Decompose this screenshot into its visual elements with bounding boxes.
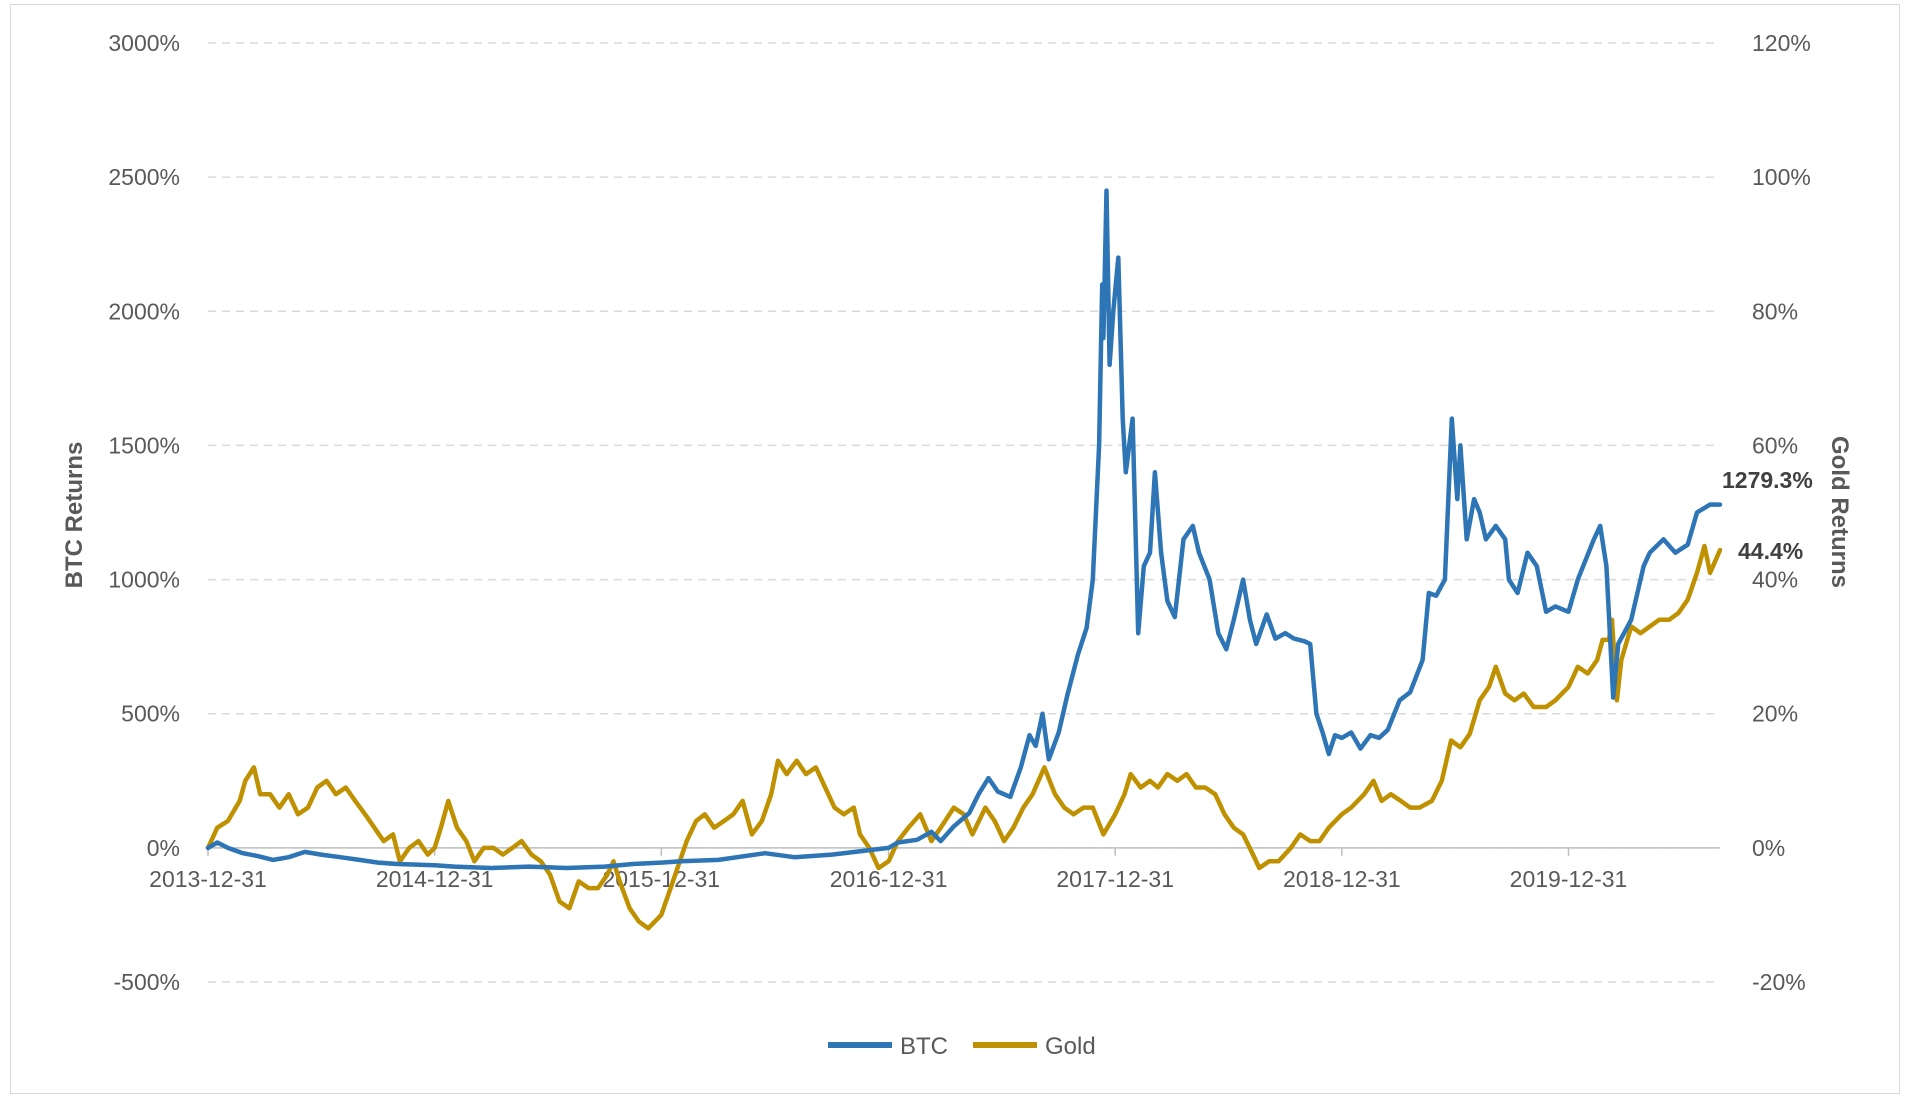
series-line-gold: [205, 543, 1723, 931]
left-axis-title: BTC Returns: [61, 442, 88, 589]
right-tick-label: 80%: [1752, 298, 1798, 324]
gold-end-label: 44.4%: [1738, 538, 1803, 564]
left-tick-label: -500%: [114, 969, 180, 995]
chart-frame: [10, 4, 1900, 1094]
right-axis: -20% 0% 20% 40% 60% 80% 100% 120%: [1752, 30, 1811, 995]
left-tick-label: 1500%: [108, 432, 180, 458]
x-tick-label: 2013-12-31: [149, 866, 267, 892]
btc-end-label: 1279.3%: [1722, 467, 1813, 493]
left-axis: -500% 0% 500% 1000% 1500% 2000% 2500% 3000%: [108, 30, 180, 995]
right-tick-label: 20%: [1752, 701, 1798, 727]
left-tick-label: 0%: [147, 835, 180, 861]
right-tick-label: -20%: [1752, 969, 1806, 995]
right-tick-label: 0%: [1752, 835, 1785, 861]
left-tick-label: 3000%: [108, 30, 180, 56]
left-tick-label: 2000%: [108, 298, 180, 324]
left-tick-label: 1000%: [108, 567, 180, 593]
left-tick-label: 500%: [121, 701, 180, 727]
legend-label-gold: Gold: [1045, 1033, 1096, 1060]
left-tick-label: 2500%: [108, 164, 180, 190]
legend: BTC Gold: [828, 1033, 1096, 1060]
legend-label-btc: BTC: [900, 1033, 948, 1060]
right-tick-label: 60%: [1752, 432, 1798, 458]
right-tick-label: 40%: [1752, 567, 1798, 593]
gridlines: [208, 42, 1720, 983]
x-tick-label: 2016-12-31: [830, 866, 948, 892]
x-tick-label: 2014-12-31: [376, 866, 494, 892]
right-tick-label: 100%: [1752, 164, 1811, 190]
x-tick-label: 2017-12-31: [1056, 866, 1174, 892]
right-axis-title: Gold Returns: [1826, 436, 1853, 588]
series-layer: [205, 188, 1723, 931]
series-line-btc: [205, 188, 1723, 871]
x-tick-label: 2018-12-31: [1283, 866, 1401, 892]
x-axis: 2013-12-31 2014-12-31 2015-12-31 2016-12-31…: [149, 847, 1628, 892]
right-tick-label: 120%: [1752, 30, 1811, 56]
x-tick-label: 2019-12-31: [1510, 866, 1628, 892]
